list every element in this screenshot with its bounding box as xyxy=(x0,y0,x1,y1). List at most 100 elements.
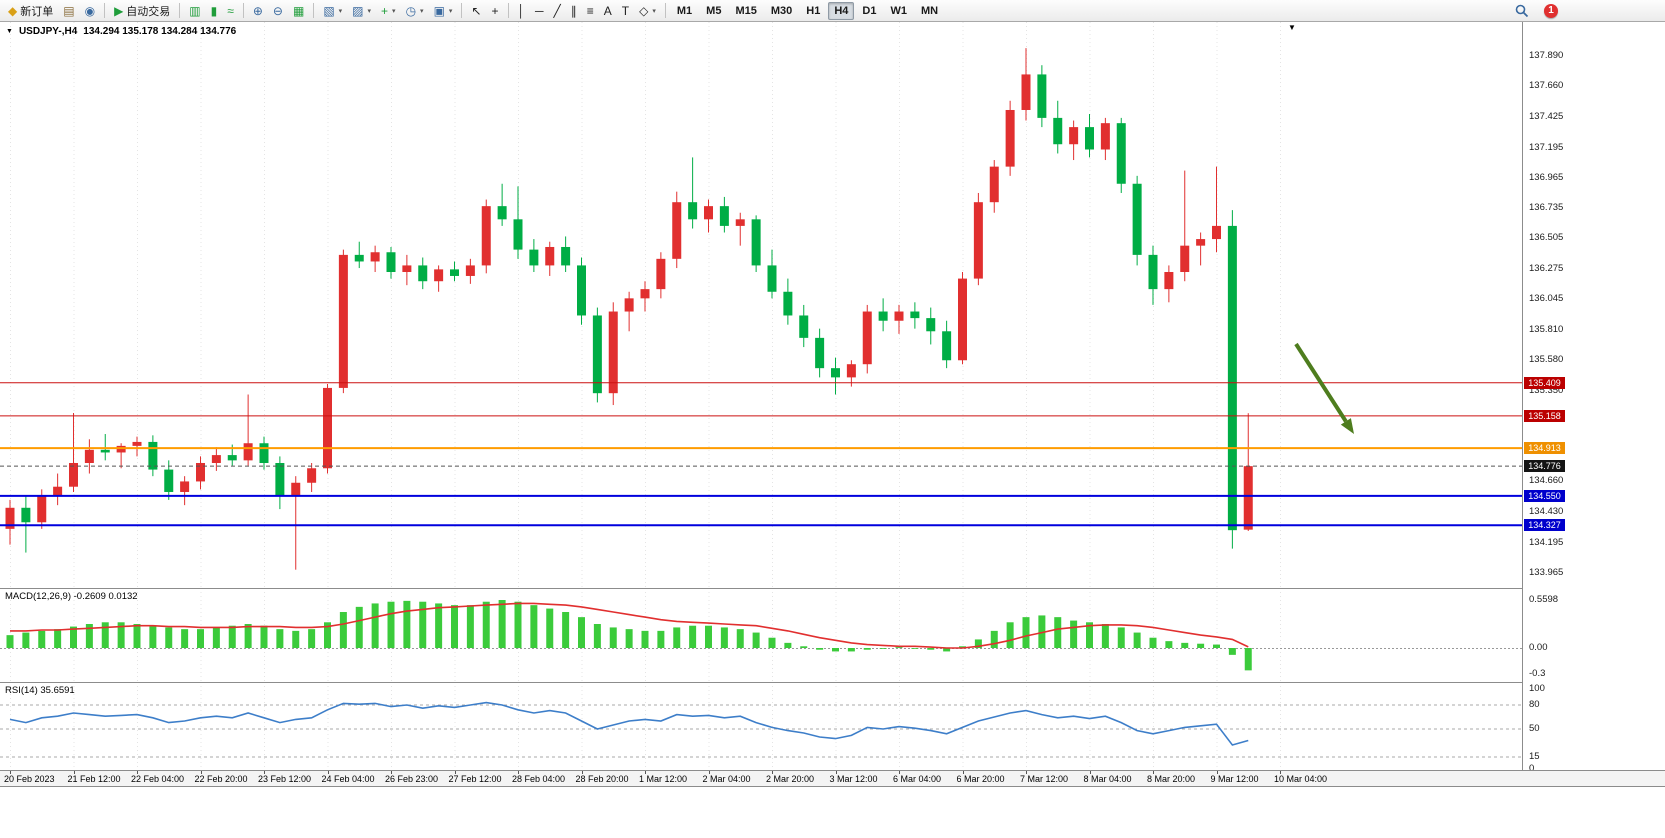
search-button[interactable] xyxy=(1511,2,1533,20)
chart-ohlc: 134.294 135.178 134.284 134.776 xyxy=(83,26,237,37)
candlestick-chart-button[interactable]: ▮ xyxy=(207,2,222,20)
line-chart-button[interactable]: ≈ xyxy=(223,2,238,20)
macd-histogram-bar xyxy=(562,612,570,648)
channel-button[interactable]: ∥ xyxy=(567,2,581,20)
trendline-button[interactable]: ╱ xyxy=(550,2,565,20)
macd-histogram-bar xyxy=(6,635,14,648)
time-axis-label: 1 Mar 12:00 xyxy=(639,774,688,784)
time-axis-tick xyxy=(1280,771,1281,774)
macd-histogram-bar xyxy=(371,603,379,648)
time-axis-label: 9 Mar 12:00 xyxy=(1210,774,1259,784)
zoom-out-button[interactable]: ⊖ xyxy=(269,2,287,20)
main-chart[interactable] xyxy=(0,22,1522,588)
autotrading-button[interactable]: ▶ 自动交易 xyxy=(110,2,174,20)
time-axis-label: 23 Feb 12:00 xyxy=(258,774,312,784)
candle xyxy=(1037,65,1047,128)
macd-histogram-bar xyxy=(70,626,77,648)
text-button[interactable]: A xyxy=(600,2,616,20)
price-tick-label: 137.890 xyxy=(1529,49,1564,61)
label-button[interactable]: T xyxy=(618,2,633,20)
add-indicator-button[interactable]: + ▾ xyxy=(377,2,400,20)
candle xyxy=(1069,120,1079,161)
zoom-in-button[interactable]: ⊕ xyxy=(249,2,267,20)
chart-profiles-button[interactable]: ▤ xyxy=(59,2,78,20)
timeframe-m30-button[interactable]: M30 xyxy=(765,2,798,20)
macd-histogram-bar xyxy=(308,629,316,648)
bar-chart-button[interactable]: ▥ xyxy=(185,2,204,20)
indicator-list-button[interactable]: ▨ ▾ xyxy=(348,2,375,20)
rsi-scale-label: 0 xyxy=(1529,763,1535,774)
price-scale[interactable]: 137.890 137.660 137.425 137.195 136.965 136.7… xyxy=(1522,22,1665,786)
template-button[interactable]: ▣ ▾ xyxy=(430,2,457,20)
dropdown-arrow-icon: ▾ xyxy=(338,7,343,15)
candle xyxy=(672,191,682,269)
macd-histogram-bar xyxy=(736,629,744,648)
time-axis-tick xyxy=(327,771,329,774)
candlestick-icon: ▮ xyxy=(210,3,218,18)
macd-histogram-bar xyxy=(435,603,443,648)
timeframe-h1-button[interactable]: H1 xyxy=(800,2,826,20)
text-icon: A xyxy=(603,3,612,18)
zoom-out-icon: ⊖ xyxy=(272,3,283,18)
candle xyxy=(21,495,31,553)
time-axis-tick xyxy=(518,771,519,774)
time-axis-tick xyxy=(1153,771,1154,774)
new-order-button[interactable]: ◆ 新订单 xyxy=(4,2,57,20)
market-watch-button[interactable]: ◉ xyxy=(81,2,99,20)
candle xyxy=(862,304,872,374)
chart-expand-icon[interactable]: ▼ xyxy=(6,28,13,35)
candle xyxy=(831,357,840,395)
panel-separator[interactable] xyxy=(0,588,1665,589)
panel-separator[interactable] xyxy=(0,682,1665,683)
macd-histogram-bar xyxy=(863,648,871,650)
timeframe-d1-button[interactable]: D1 xyxy=(856,2,882,20)
macd-histogram-bar xyxy=(593,624,601,648)
timeframe-m30-button-label: M30 xyxy=(770,4,793,17)
timeframe-m5-button[interactable]: M5 xyxy=(700,2,727,20)
price-tick-label: 134.660 xyxy=(1529,475,1564,487)
horizontal-line-button[interactable]: ─ xyxy=(531,2,548,20)
timeframe-m15-button[interactable]: M15 xyxy=(729,2,762,20)
timeframe-h4-button[interactable]: H4 xyxy=(828,1,855,20)
dropdown-arrow-icon: ▾ xyxy=(420,7,424,15)
macd-histogram-bar xyxy=(85,624,93,648)
time-axis[interactable]: 20 Feb 2023 21 Feb 12:00 22 Feb 04:00 22 Fe… xyxy=(0,770,1665,787)
time-axis-tick xyxy=(1089,771,1091,774)
vertical-line-button[interactable]: │ xyxy=(514,2,530,20)
candle xyxy=(958,272,967,365)
candle xyxy=(513,186,523,259)
candle xyxy=(577,257,586,325)
time-axis-label: 26 Feb 23:00 xyxy=(385,774,439,784)
trend-arrow[interactable] xyxy=(1294,342,1354,434)
tile-windows-button[interactable]: ▦ xyxy=(289,2,308,20)
dropdown-arrow-icon: ▾ xyxy=(652,7,656,15)
timeframe-mn-button[interactable]: MN xyxy=(915,2,944,20)
macd-histogram-bar xyxy=(197,629,204,648)
toolbar: ◆ 新订单 ▤ ◉ ▶ 自动交易 ▥ ▮ ≈ ⊕ ⊖ ▦ ▧ ▾ ▨ ▾ + ▾ ◷ ▾ ▣ ▾ ↖ + │ ─ ╱ ∥ ≡ A T ◇ ▾ M1… xyxy=(0,0,1665,22)
timeframe-w1-button-label: W1 xyxy=(890,4,907,17)
macd-panel[interactable] xyxy=(0,588,1522,682)
timeframe-w1-button[interactable]: W1 xyxy=(884,2,913,20)
time-axis-label: 22 Feb 20:00 xyxy=(194,774,248,784)
macd-histogram-bar xyxy=(22,632,30,648)
candle xyxy=(592,307,602,403)
macd-histogram-bar xyxy=(657,630,665,648)
candle xyxy=(688,157,698,229)
autotrading-button-label: 自动交易 xyxy=(126,5,171,18)
candle xyxy=(894,304,904,334)
chart-profiles-icon: ▤ xyxy=(63,3,75,18)
time-axis-tick xyxy=(391,771,392,774)
fibonacci-button[interactable]: ≡ xyxy=(583,2,598,20)
macd-histogram-bar xyxy=(625,629,633,648)
crosshair-button[interactable]: + xyxy=(487,2,502,20)
cursor-button[interactable]: ↖ xyxy=(467,2,485,20)
macd-histogram-bar xyxy=(260,625,268,648)
timeframe-m1-button[interactable]: M1 xyxy=(671,2,698,20)
indicator-window-button[interactable]: ▧ ▾ xyxy=(319,2,346,20)
arrows-button[interactable]: ◇ ▾ xyxy=(635,2,660,20)
chart-window[interactable]: ▼ USDJPY-,H4 134.294 135.178 134.284 134… xyxy=(0,22,1665,838)
notification-badge[interactable]: 1 xyxy=(1544,4,1558,18)
period-button[interactable]: ◷ ▾ xyxy=(402,2,428,20)
chart-shift-marker-icon[interactable]: ▼ xyxy=(1288,23,1296,32)
rsi-panel[interactable] xyxy=(0,682,1522,770)
